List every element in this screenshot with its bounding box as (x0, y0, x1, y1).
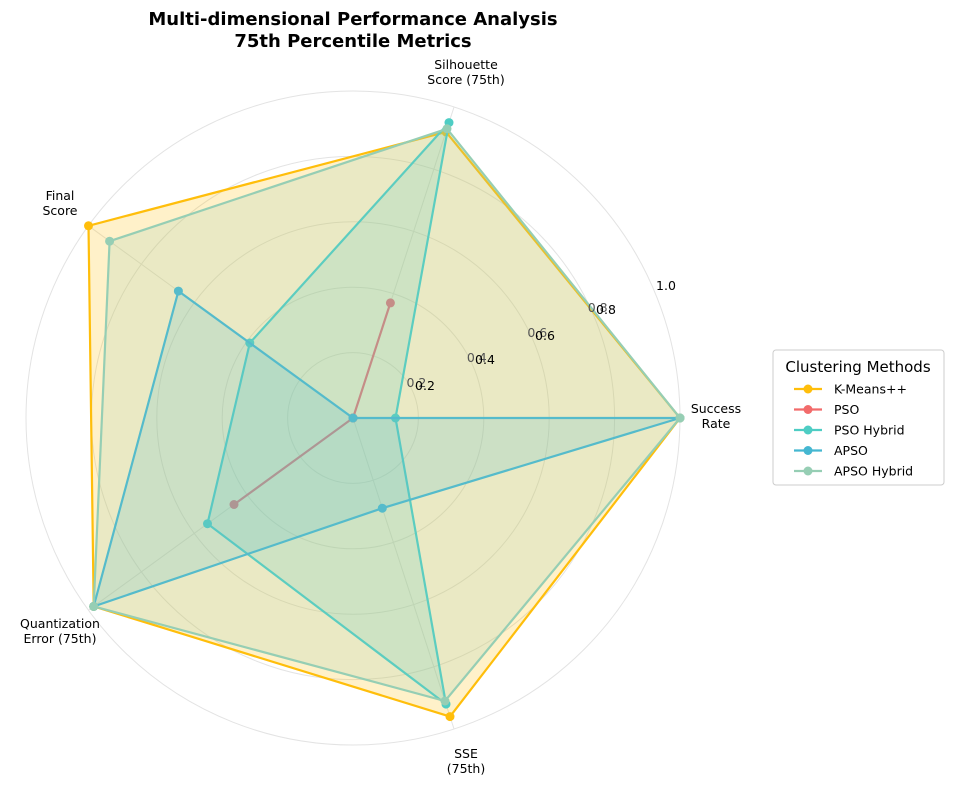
series-point-3-2 (173, 286, 183, 296)
series-point-4-3 (89, 601, 99, 611)
series-point-3-4 (377, 503, 387, 513)
legend-item-0: K-Means++ (794, 382, 907, 397)
radial-tick-0: 0.2 (406, 375, 426, 390)
radial-tick-2: 0.6 (527, 325, 547, 340)
series-line-4 (92, 127, 682, 703)
legend-item-4: APSO Hybrid (794, 464, 913, 479)
axis-label-1-1: Score (75th) (427, 72, 504, 87)
axis-label-0-1: Rate (702, 416, 731, 431)
legend-item-1: PSO (794, 402, 859, 417)
legend-title: Clustering Methods (785, 358, 930, 376)
legend-label-3: APSO (834, 443, 868, 458)
legend-items: K-Means++ PSO PSO Hybrid APSO APSO Hybrid (794, 382, 913, 479)
series-point-0-4 (445, 712, 455, 722)
legend-label-4: APSO Hybrid (834, 464, 913, 479)
grid-spoke-5 (352, 417, 455, 730)
axis-label-2-1: Score (42, 203, 77, 218)
series-line-0 (87, 130, 682, 718)
series-point-3-1 (348, 413, 358, 423)
series-area-2 (207, 122, 449, 705)
legend-swatch-marker-3 (803, 446, 813, 455)
series-point-4-4 (440, 696, 450, 706)
axis-label-1-0: Silhouette (434, 57, 498, 72)
series-point-1-3 (229, 500, 239, 509)
series-area-0 (88, 131, 680, 717)
legend-swatch-marker-0 (803, 384, 813, 394)
axis-label-2-0: Final (46, 188, 75, 203)
chart-title-line2: 75th Percentile Metrics (234, 31, 471, 52)
series-area-3 (93, 291, 680, 607)
series-line-2 (206, 119, 451, 707)
legend-label-0: K-Means++ (834, 382, 907, 397)
series-line-3 (92, 289, 681, 609)
axis-label-3-1: Error (75th) (24, 631, 97, 646)
radial-tick-1: 0.4 (467, 350, 487, 365)
legend-label-1: PSO (834, 402, 859, 417)
series-point-0-2 (84, 221, 93, 231)
series-point-2-3 (203, 519, 212, 529)
secondary-tick-3: 0.8 (596, 302, 616, 317)
secondary-tick-0: 0.2 (415, 378, 435, 393)
radial-tick-3: 0.8 (588, 300, 608, 315)
secondary-tick-2: 0.6 (535, 328, 555, 343)
series-point-4-2 (105, 236, 115, 246)
legend: Clustering Methods K-Means++ PSO PSO Hybri… (772, 349, 945, 486)
series-0 (84, 127, 685, 722)
axis-label-0-0: Success (691, 401, 741, 416)
axis-label-4-1: (75th) (447, 761, 485, 776)
radial-tick-labels: 0.2 0.4 0.6 0.8 0.2 0.4 0.6 0.8 1.0 (406, 278, 676, 393)
legend-swatch-marker-1 (803, 405, 813, 414)
series-point-4-1 (442, 124, 452, 134)
series-area-4 (93, 128, 680, 702)
legend-item-2: PSO Hybrid (794, 423, 905, 438)
secondary-tick-1: 0.4 (475, 352, 495, 367)
axis-label-3-0: Quantization (20, 616, 100, 631)
legend-swatch-marker-2 (803, 425, 813, 435)
series-point-4-0 (675, 413, 685, 423)
series-4 (89, 124, 685, 706)
chart-title-line1: Multi-dimensional Performance Analysis (148, 9, 557, 30)
legend-swatch-marker-4 (803, 466, 813, 476)
legend-item-3: APSO (794, 443, 868, 458)
series-group (84, 118, 685, 722)
secondary-tick-4: 1.0 (656, 278, 676, 293)
axis-label-4-0: SSE (454, 746, 478, 761)
legend-label-2: PSO Hybrid (834, 423, 905, 438)
series-point-1-1 (385, 298, 395, 308)
